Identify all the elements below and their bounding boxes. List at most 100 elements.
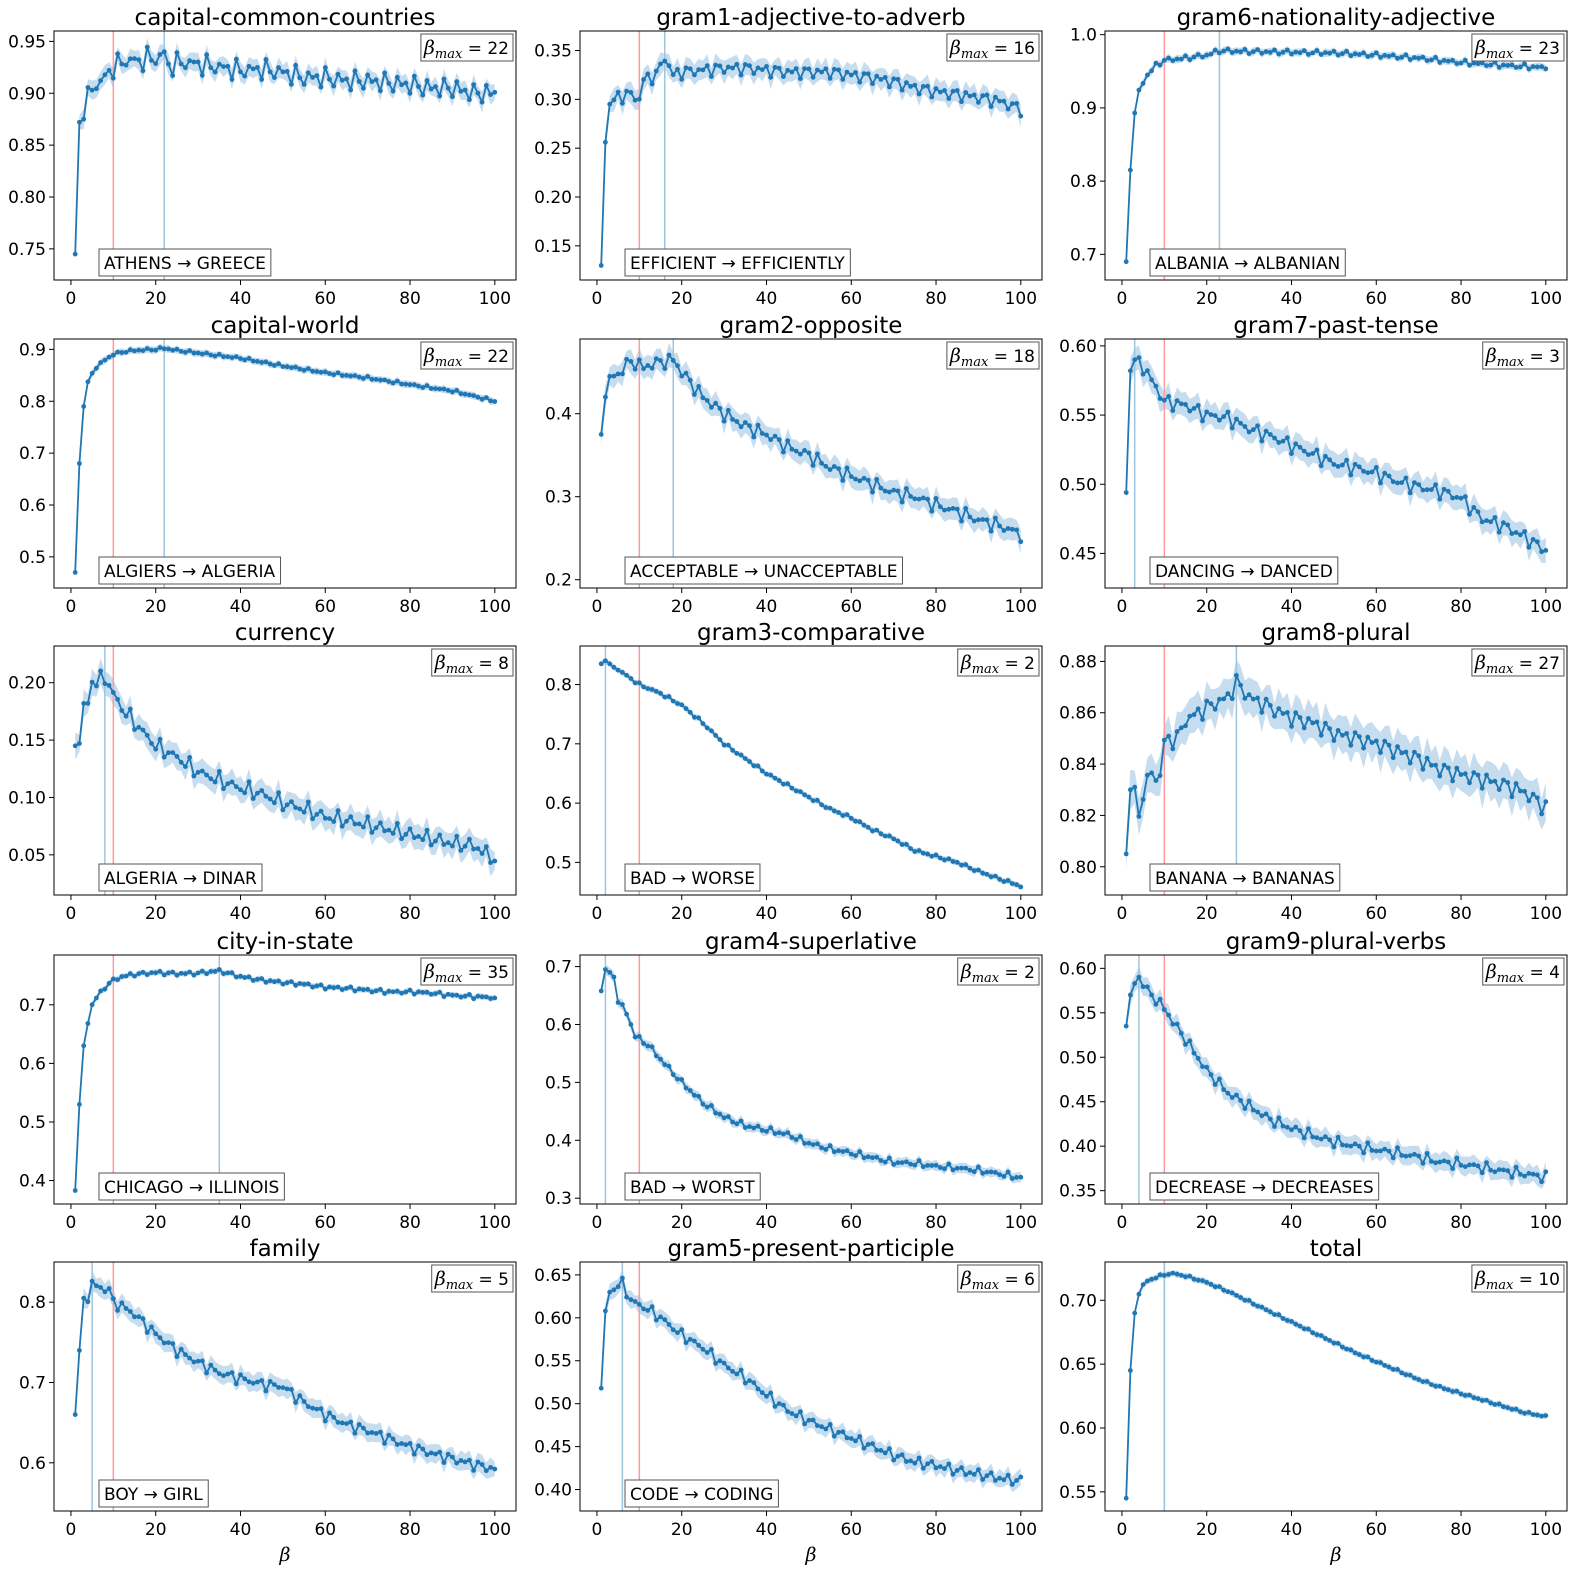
data-point [738, 1367, 744, 1373]
data-point [212, 1367, 218, 1373]
series-line [1125, 47, 1547, 262]
confidence-band [601, 657, 1021, 891]
data-point [407, 90, 413, 96]
data-point [327, 816, 332, 821]
data-point [399, 990, 404, 996]
data-point [1530, 1171, 1536, 1177]
confidence-band [1126, 967, 1546, 1190]
data-point [1344, 1346, 1349, 1352]
y-tick-label: 0.45 [1059, 1093, 1097, 1113]
data-point [450, 1454, 455, 1460]
data-point [492, 995, 498, 1001]
data-point [1314, 719, 1320, 725]
data-point [225, 781, 231, 787]
data-point [776, 65, 782, 71]
data-point [1250, 427, 1256, 433]
data-point [1467, 1162, 1472, 1168]
data-point [1128, 368, 1133, 374]
data-point [136, 347, 142, 353]
data-point [85, 1021, 91, 1026]
data-point [98, 360, 103, 365]
data-point [840, 1149, 846, 1154]
data-point [437, 93, 443, 99]
data-point [611, 373, 617, 379]
x-tick-label: 60 [840, 904, 862, 924]
data-point [1445, 58, 1451, 64]
data-point [187, 969, 193, 975]
data-point [483, 1468, 489, 1474]
data-point [1005, 1169, 1011, 1175]
data-point [1183, 53, 1188, 59]
axes-frame [1104, 645, 1568, 896]
data-point [255, 1379, 260, 1385]
data-point [454, 79, 460, 85]
data-point [1149, 1276, 1154, 1282]
data-point [607, 1289, 613, 1295]
data-point [670, 698, 676, 704]
data-point [653, 1317, 659, 1323]
subplot-gram4-superlative: 0 20 40 60 80 1000.30.40.50.60.7gram4-superla… [545, 929, 1043, 1233]
data-point [1001, 1477, 1007, 1483]
data-point [407, 1441, 413, 1446]
data-point [615, 1000, 621, 1005]
confidence-band [601, 342, 1021, 554]
data-point [102, 681, 108, 687]
x-tick-label: 40 [230, 597, 252, 617]
y-tick-label: 0.30 [534, 90, 572, 110]
data-point [882, 488, 888, 494]
confidence-band [75, 343, 495, 577]
y-tick-label: 0.4 [19, 1172, 46, 1192]
data-point [378, 820, 383, 826]
subplot-gram9-plural-verbs: 0 20 40 60 80 1000.350.400.450.500.550.60gram… [1059, 929, 1568, 1233]
data-point [1267, 1116, 1273, 1122]
x-tick-label: 80 [1450, 1213, 1472, 1233]
data-point [730, 1119, 735, 1125]
data-point [1407, 760, 1413, 766]
data-point [1009, 881, 1015, 886]
x-tick-label: 20 [145, 904, 167, 924]
data-point [1361, 50, 1366, 56]
data-point [339, 987, 345, 992]
data-point [174, 1354, 180, 1360]
data-point [1501, 1404, 1506, 1410]
data-point [191, 1359, 197, 1365]
data-point [1255, 695, 1260, 701]
data-point [208, 776, 214, 782]
data-point [183, 65, 188, 71]
data-point [1238, 49, 1243, 55]
data-point [636, 96, 642, 102]
data-point [276, 790, 281, 796]
x-tick-label: 20 [1196, 904, 1218, 924]
data-point [195, 970, 201, 976]
data-point [649, 1044, 655, 1050]
data-point [1157, 996, 1163, 1002]
subplot-title: family [250, 1236, 321, 1262]
y-tick-label: 0.82 [1059, 806, 1097, 826]
data-point [950, 1471, 956, 1477]
data-point [1255, 1109, 1260, 1115]
data-point [781, 1131, 786, 1137]
data-point [615, 667, 621, 673]
y-tick-label: 0.6 [19, 1054, 46, 1074]
data-point [72, 251, 78, 257]
data-point [272, 75, 277, 80]
data-point [861, 1445, 867, 1451]
data-point [653, 689, 659, 694]
data-point [916, 496, 922, 502]
data-point [963, 90, 969, 95]
y-tick-label: 0.7 [1070, 245, 1097, 265]
beta-max-annotation: βmax = 2 [957, 957, 1040, 986]
data-point [170, 73, 176, 78]
data-point [293, 982, 298, 988]
data-point [916, 91, 922, 97]
data-point [933, 496, 939, 501]
data-point [870, 1441, 875, 1446]
data-point [424, 989, 430, 995]
data-point [280, 807, 286, 813]
data-point [1361, 468, 1366, 474]
data-point [1200, 1278, 1205, 1284]
svg-text:βmax = 10: βmax = 10 [1474, 1268, 1560, 1293]
data-point [802, 1141, 807, 1146]
data-point [1467, 780, 1472, 786]
data-point [229, 1370, 235, 1375]
